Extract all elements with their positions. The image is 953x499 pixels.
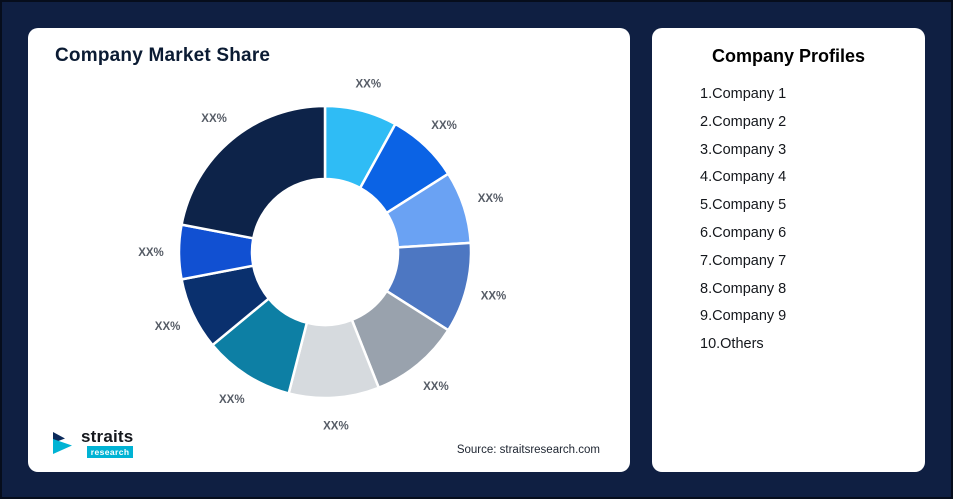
profile-item-1: 1.Company 1 (700, 86, 787, 102)
logo-text: straits research (81, 427, 134, 458)
segment-label-1: XX% (356, 79, 382, 91)
profile-item-8: 8.Company 8 (700, 280, 787, 297)
profiles-list: 1.Company 1 2.Company 2 3.Company 3 4.Compa… (652, 81, 925, 359)
logo-tagline: research (86, 446, 134, 458)
profile-item-6: 6.Company 6 (700, 224, 787, 241)
profile-item-3: 3.Company 3 (700, 141, 787, 158)
segment-label-5: XX% (423, 381, 449, 393)
profiles-title: Company Profiles (711, 46, 866, 66)
segment-label-7: XX% (219, 394, 245, 406)
segment-label-6: XX% (323, 421, 349, 433)
profile-item-2: 2.Company 2 (700, 113, 787, 130)
profile-item-10: 10.Others (700, 336, 764, 353)
straits-research-logo: straits research (50, 427, 134, 458)
donut-chart: XX% XX% XX% XX% XX% XX% XX% XX% XX% XX% (138, 79, 507, 433)
profile-item-9: 9.Company 9 (700, 308, 787, 325)
source-note: Source: straitsresearch.com (456, 444, 600, 456)
company-profiles-card: Company Profiles 1.Company 1 2.Company 2 3… (652, 28, 925, 472)
straits-arrow-icon (53, 432, 72, 454)
segment-label-3: XX% (478, 193, 504, 205)
profile-item-4: 4.Company 4 (700, 169, 787, 186)
segment-label-4: XX% (481, 290, 507, 302)
chart-title: Company Market Share (55, 45, 271, 66)
market-share-card: Company Market Share XX% XX% XX% XX% XX% XX% X… (28, 28, 630, 472)
profile-item-5: 5.Company 5 (700, 197, 787, 214)
logo-brand: straits (81, 427, 134, 446)
segment-label-10: XX% (201, 113, 227, 125)
segment-label-9: XX% (138, 247, 164, 259)
profile-item-7: 7.Company 7 (700, 252, 787, 269)
donut-segment-10 (180, 104, 327, 240)
segment-label-8: XX% (155, 321, 181, 333)
segment-label-2: XX% (431, 120, 457, 132)
